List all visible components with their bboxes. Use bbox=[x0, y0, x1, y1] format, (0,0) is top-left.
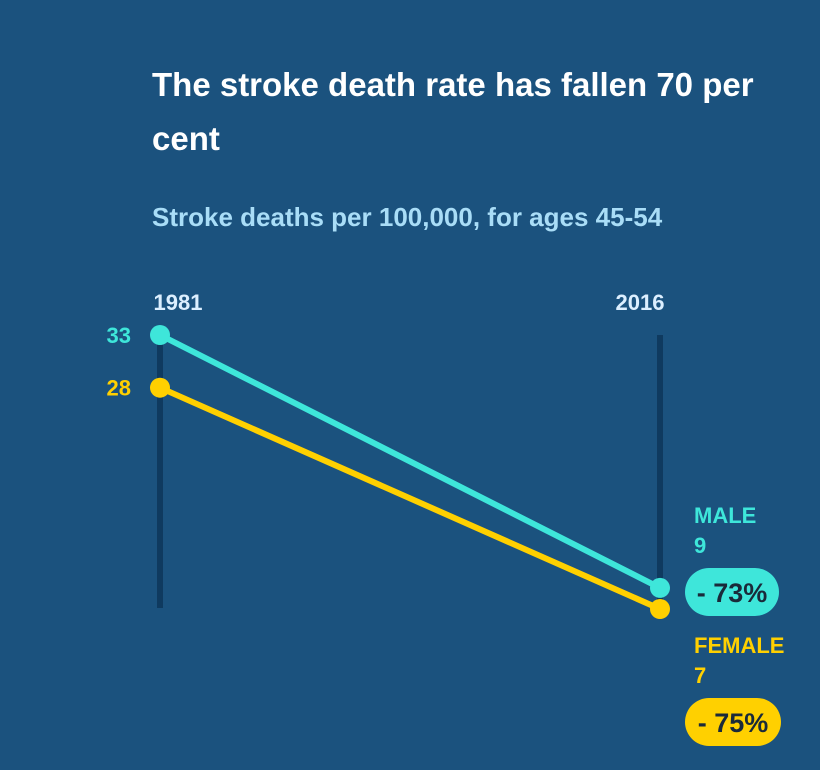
chart-subtitle: Stroke deaths per 100,000, for ages 45-5… bbox=[152, 202, 663, 232]
data-point-male-2016 bbox=[650, 577, 670, 598]
change-label-male: - 73% bbox=[697, 578, 768, 608]
data-point-male-1981 bbox=[150, 325, 170, 345]
data-label-male-1981: 33 bbox=[107, 323, 131, 348]
change-label-female: - 75% bbox=[698, 708, 769, 738]
change-badge-female bbox=[685, 698, 781, 746]
data-label-female-1981: 28 bbox=[107, 376, 131, 401]
change-badge-male bbox=[685, 568, 779, 616]
data-point-female-1981 bbox=[150, 377, 170, 398]
data-point-female-2016 bbox=[650, 599, 670, 619]
data-label-female-2016: 7 bbox=[694, 663, 706, 688]
series-name-male: MALE bbox=[694, 503, 756, 528]
chart-title: The stroke death rate has fallen 70 per … bbox=[152, 66, 754, 157]
series-line-female bbox=[157, 384, 663, 612]
data-label-male-2016: 9 bbox=[694, 533, 706, 558]
x-tick-label-2016: 2016 bbox=[616, 290, 665, 315]
series-line-male bbox=[157, 332, 663, 591]
series-name-female: FEMALE bbox=[694, 633, 784, 658]
x-tick-label-1981: 1981 bbox=[154, 290, 203, 315]
